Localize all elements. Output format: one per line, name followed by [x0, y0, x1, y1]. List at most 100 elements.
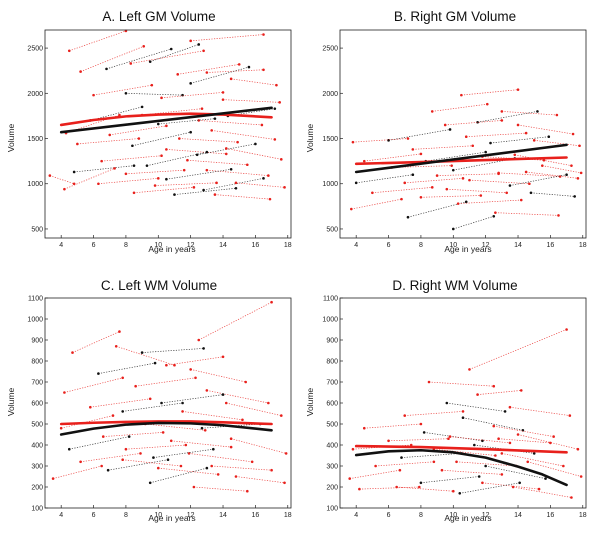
trajectory-point [221, 393, 225, 396]
trajectory-line [190, 66, 250, 84]
trajectory-point [165, 124, 168, 128]
trajectory-point [100, 464, 103, 468]
panel-a-xlabel: Age in years [148, 244, 195, 254]
trajectory-point [72, 182, 76, 186]
y-tick-label: 1100 [28, 296, 43, 303]
x-tick-label: 16 [251, 512, 259, 519]
trajectory-line [437, 173, 499, 176]
trajectory-point [194, 376, 197, 380]
trajectory-line [109, 125, 167, 136]
trajectory-line [466, 132, 527, 138]
trajectory-point [267, 401, 270, 405]
y-tick-label: 700 [326, 380, 338, 387]
trajectory-point [430, 186, 434, 189]
trajectory-line [214, 194, 270, 200]
trajectory-line [445, 120, 502, 126]
trajectory-point [505, 191, 508, 195]
trajectory-point [524, 131, 528, 135]
trajectory-point [262, 33, 265, 36]
trajectory-point [161, 431, 165, 434]
trajectory-line [211, 465, 272, 471]
trajectory-line [106, 48, 172, 70]
trajectory-line [223, 99, 280, 103]
trajectory-point [178, 137, 181, 140]
trajectory-point [229, 437, 233, 441]
trajectory-line [166, 149, 227, 155]
panel-c-xlabel: Age in years [148, 513, 195, 523]
trajectory-line [161, 92, 224, 99]
trajectory-line [482, 482, 540, 490]
trajectory-point [197, 43, 201, 46]
trajectory-point [461, 177, 465, 180]
trajectory-point [150, 83, 154, 87]
trajectory-point [398, 468, 402, 472]
panel-d-title: D. Right WM Volume [392, 278, 517, 293]
trajectory-point [528, 182, 531, 186]
trajectory-point [229, 77, 233, 81]
trajectory-point [419, 152, 423, 156]
trajectory-point [213, 193, 217, 196]
trajectory-line [359, 486, 420, 490]
trajectory-line [166, 168, 232, 180]
trajectory-point [200, 107, 204, 110]
trajectory-line [388, 129, 451, 141]
trajectory-line [150, 467, 207, 484]
panel-d: D. Right WM Volume Volume Age in years 4… [305, 278, 587, 523]
trajectory-point [400, 456, 403, 459]
trajectory-point [234, 475, 238, 478]
trajectory-point [568, 414, 572, 417]
trajectory-point [246, 163, 249, 167]
y-tick-label: 1000 [27, 317, 43, 324]
trajectory-line [74, 165, 135, 173]
trajectory-point [526, 460, 530, 464]
trajectory-point [184, 443, 188, 447]
y-tick-label: 200 [31, 485, 43, 492]
trajectory-point [516, 433, 520, 436]
trajectory-point [351, 140, 355, 144]
trajectory-line [446, 188, 507, 194]
trajectory-point [124, 447, 128, 451]
trajectory-point [189, 39, 192, 43]
y-tick-label: 500 [31, 422, 43, 429]
trajectory-line [198, 301, 272, 341]
trajectory-line [198, 120, 262, 126]
trajectory-point [181, 410, 184, 413]
x-tick-label: 18 [579, 242, 587, 249]
trajectory-point [156, 466, 160, 470]
trajectory-point [508, 441, 512, 445]
x-tick-label: 6 [387, 512, 391, 519]
trajectory-point [547, 135, 551, 139]
trajectory-point [145, 164, 149, 167]
trajectory-point [205, 466, 209, 470]
trajectory-point [419, 196, 423, 199]
trajectory-line [122, 459, 181, 467]
x-tick-label: 4 [59, 512, 63, 519]
trajectory-point [427, 380, 431, 384]
trajectory-point [565, 173, 568, 176]
trajectory-line [187, 159, 248, 166]
trajectory-point [254, 142, 257, 146]
trajectory-point [224, 401, 228, 405]
trajectory-point [221, 355, 225, 359]
trajectory-line [146, 151, 207, 166]
y-tick-label: 1000 [27, 181, 43, 188]
trajectory-point [464, 135, 468, 139]
trajectory-line [420, 476, 480, 484]
trajectory-point [79, 460, 82, 464]
trajectory-line [396, 486, 454, 492]
trajectory-line [206, 169, 269, 176]
trajectory-line [356, 174, 413, 184]
trajectory-line [388, 438, 449, 442]
trajectory-point [283, 481, 286, 485]
trajectory-point [197, 119, 201, 122]
trajectory-point [121, 376, 124, 380]
trajectory-point [213, 117, 217, 120]
trajectory-point [284, 452, 288, 455]
trajectory-line [64, 168, 115, 190]
trajectory-point [131, 144, 134, 148]
trajectory-point [224, 147, 228, 150]
trajectory-point [181, 401, 184, 405]
trajectory-point [536, 110, 539, 113]
trajectory-point [216, 473, 220, 476]
trajectory-line [235, 476, 285, 484]
